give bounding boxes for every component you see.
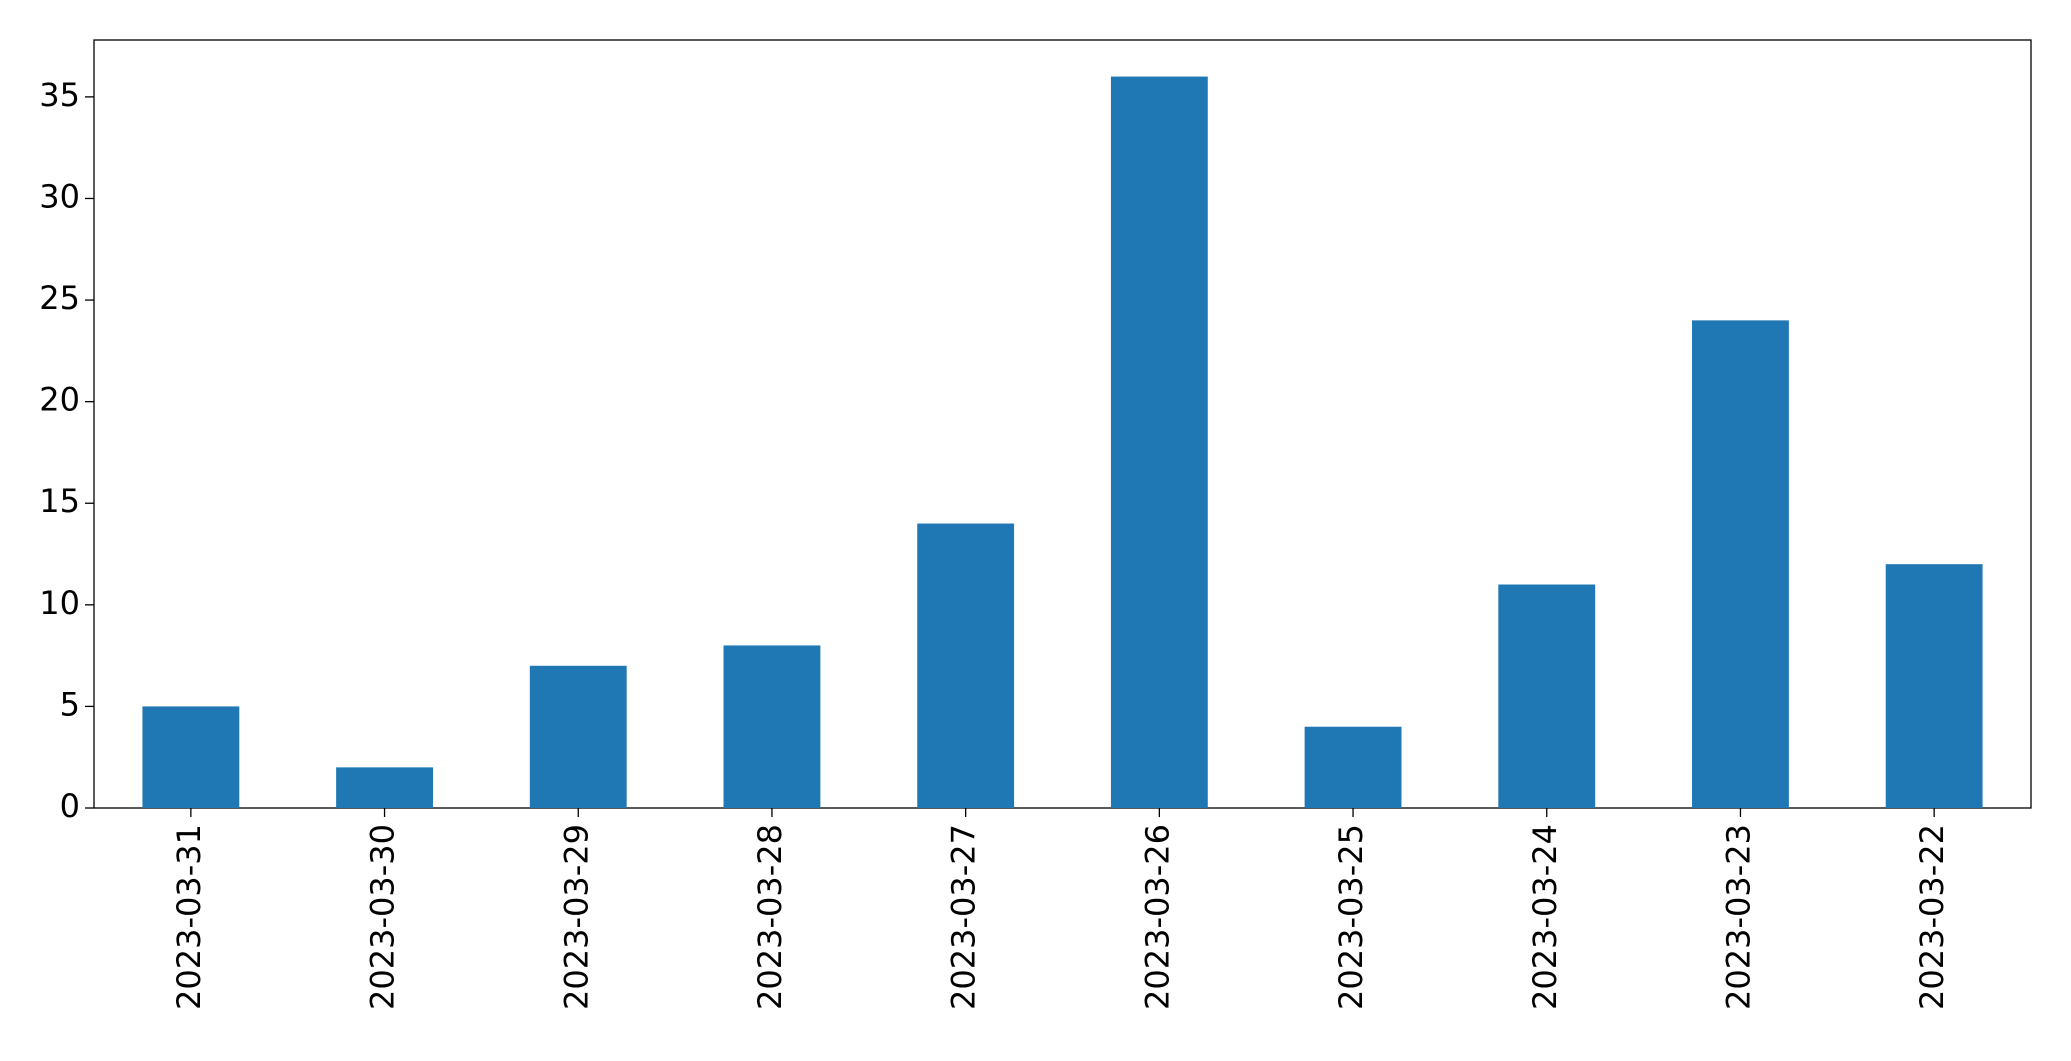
x-tick-label: 2023-03-26 <box>1138 824 1176 1010</box>
y-tick-label: 0 <box>60 787 80 825</box>
x-tick-label: 2023-03-28 <box>751 824 789 1010</box>
x-tick-label: 2023-03-27 <box>945 824 983 1010</box>
y-tick-label: 20 <box>39 381 80 419</box>
bar <box>336 767 433 808</box>
x-tick-label: 2023-03-22 <box>1913 824 1951 1010</box>
bar <box>1304 726 1402 808</box>
x-tick-label: 2023-03-30 <box>364 824 402 1010</box>
plot-frame <box>93 39 2032 809</box>
bar <box>1110 76 1208 809</box>
x-tick-label: 2023-03-31 <box>170 824 208 1010</box>
y-tick-label: 25 <box>39 279 80 317</box>
bar <box>529 665 627 808</box>
bar <box>1498 584 1596 808</box>
x-tick-label: 2023-03-23 <box>1719 824 1757 1010</box>
bar <box>1692 320 1789 808</box>
y-tick-label: 35 <box>39 76 80 114</box>
bar <box>142 706 240 808</box>
x-tick-label: 2023-03-29 <box>557 824 595 1010</box>
y-tick-label: 5 <box>60 685 80 723</box>
x-tick-label: 2023-03-24 <box>1526 824 1564 1010</box>
bar <box>723 645 821 808</box>
y-tick-label: 15 <box>39 482 80 520</box>
x-tick-label: 2023-03-25 <box>1332 824 1370 1010</box>
y-tick-label: 10 <box>39 584 80 622</box>
bar <box>917 523 1015 808</box>
y-tick-label: 30 <box>39 177 80 215</box>
bar <box>1885 564 1983 808</box>
